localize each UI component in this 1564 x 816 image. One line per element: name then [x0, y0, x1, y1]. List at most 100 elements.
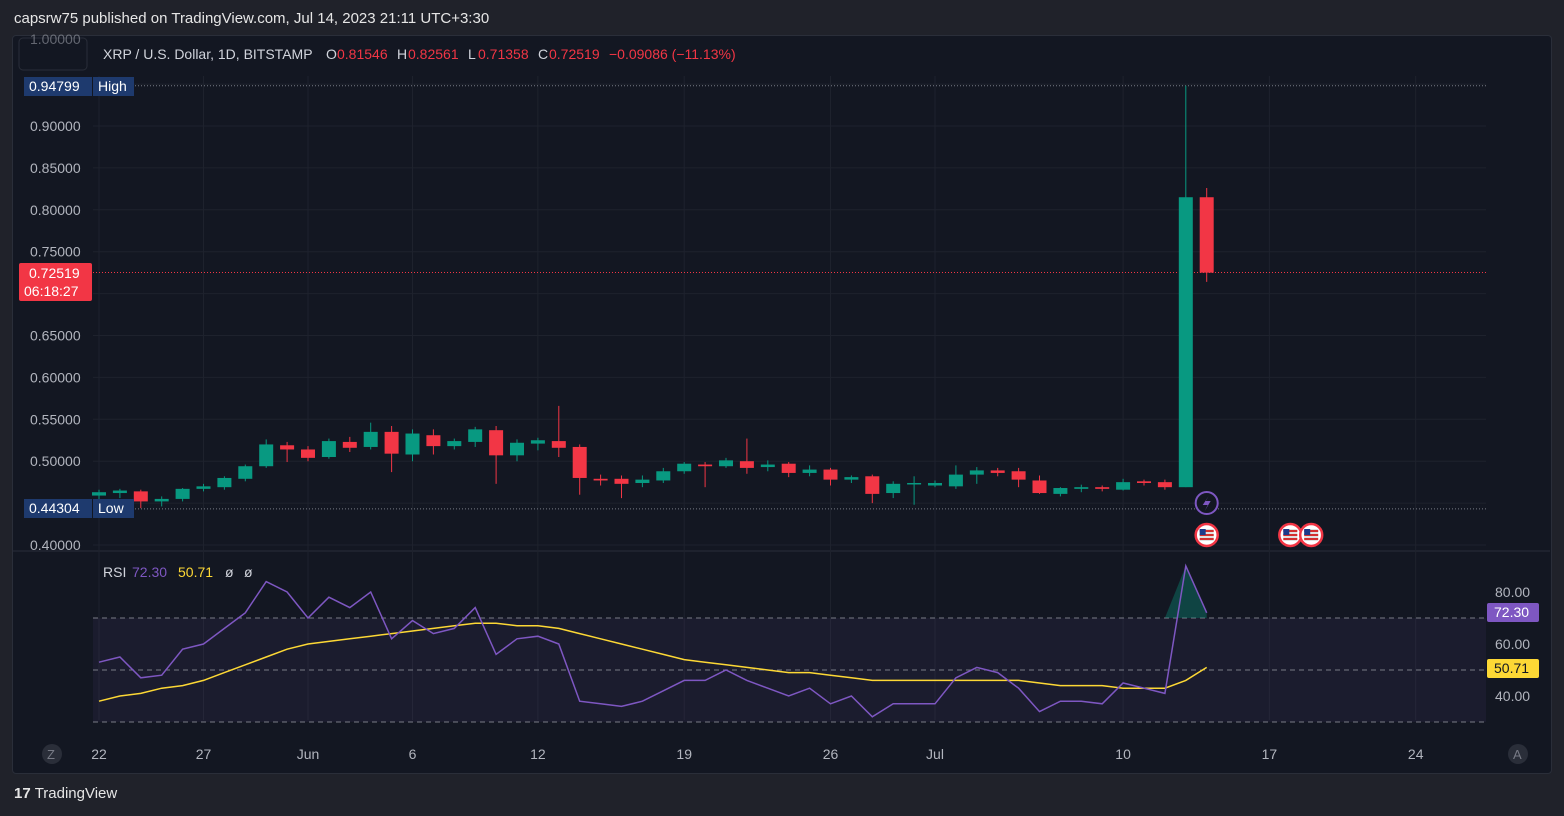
symbol-search-box[interactable] [18, 37, 88, 71]
a-button-bg[interactable] [1508, 744, 1528, 764]
legend-symbol[interactable]: XRP / U.S. Dollar, 1D, BITSTAMP [103, 46, 313, 62]
candle-body [1032, 480, 1047, 494]
time-tick-label: 10 [1115, 746, 1131, 762]
candle-body [426, 435, 441, 447]
rsi-value-tag [1487, 603, 1539, 622]
legend-open-value: 0.81546 [337, 46, 388, 62]
rsi-tick-label: 80.00 [1495, 584, 1530, 600]
price-tick-label: 0.75000 [30, 244, 81, 260]
legend-close-value: 0.72519 [549, 46, 600, 62]
candle-body [112, 490, 127, 494]
clipped-top-price: 1.00000 [30, 31, 81, 47]
rsi-ma-line [98, 622, 1208, 702]
candle-body [865, 476, 880, 494]
flag-stripe-icon [1283, 534, 1298, 536]
tradingview-brand-text: TradingView [34, 785, 118, 802]
candle-body [280, 445, 295, 450]
candle-body [1178, 197, 1193, 488]
rsi-overbought-fill [1164, 566, 1207, 618]
tradingview-brand[interactable]: 17 TradingView [14, 785, 117, 802]
candle-body [259, 444, 274, 467]
chart-marks: 0.40000 0.50000 0.55000 0.60000 0.65000 0.750… [30, 118, 1530, 762]
legend-high-value: 0.82561 [408, 46, 459, 62]
legend-low-label: L [468, 46, 476, 62]
candle-body [1157, 482, 1172, 488]
candle-body [175, 488, 190, 499]
price-tick-label: 0.40000 [30, 537, 81, 553]
candle-body [530, 440, 545, 444]
price-tick-label: 0.55000 [30, 411, 81, 427]
flag-stripe-icon [1199, 538, 1214, 540]
high-label-tag [93, 77, 134, 96]
candle-body [635, 479, 650, 483]
candle-body [928, 482, 942, 486]
price-tick-label: 0.65000 [30, 328, 81, 344]
rsi-ma-tag-text: 50.71 [1494, 660, 1529, 676]
candle-body [823, 469, 838, 480]
rsi-empty-1: ø [225, 564, 234, 580]
candle-body [656, 471, 671, 481]
candle-body [510, 442, 524, 456]
candle-body [1095, 487, 1110, 489]
flag-stripe-icon [1304, 534, 1319, 536]
candle-body [614, 478, 629, 484]
candle-body [154, 498, 169, 502]
flag-stripe-icon [1304, 530, 1319, 532]
candle-body [719, 460, 733, 467]
candle-body [1011, 471, 1026, 480]
flag-canton-icon [1199, 529, 1206, 535]
low-label-text: Low [98, 500, 125, 516]
price-tick-label: 0.50000 [30, 453, 81, 469]
candle-body [1199, 197, 1214, 273]
candle-body [907, 482, 922, 485]
rsi-ma-tag [1487, 659, 1539, 678]
legend-close-label: C [538, 46, 548, 62]
rsi-ma-value: 50.71 [178, 564, 213, 580]
tradingview-logo-icon: 17 [14, 785, 31, 802]
candle-body [342, 441, 357, 448]
time-tick-label: Jun [297, 746, 320, 762]
rsi-label[interactable]: RSI [103, 564, 126, 580]
candle-body [969, 470, 984, 475]
candle-body [948, 474, 963, 487]
flag-canton-icon [1304, 529, 1311, 535]
candle-body [384, 431, 399, 454]
z-button[interactable]: Z [47, 747, 55, 762]
candle-body [1053, 488, 1068, 494]
legend-change: −0.09086 (−11.13%) [609, 46, 736, 62]
candle-body [196, 486, 211, 489]
candle-body [301, 449, 315, 458]
price-tick-label: 0.80000 [30, 202, 81, 218]
candle-body [133, 491, 148, 502]
low-price-tag [24, 499, 92, 518]
candle-body [1137, 481, 1151, 483]
time-tick-label: 19 [676, 746, 692, 762]
candle-body [405, 433, 420, 455]
price-tick-label: 0.90000 [30, 118, 81, 134]
flag-stripe-icon [1283, 538, 1298, 540]
rsi-empty-2: ø [244, 564, 253, 580]
bar-countdown: 06:18:27 [24, 283, 79, 299]
time-tick-label: 6 [409, 746, 417, 762]
candle-body [468, 429, 483, 442]
candle-body [739, 461, 754, 468]
grid-lines [12, 76, 1550, 720]
high-price-tag [24, 77, 92, 96]
candle-body [321, 441, 336, 458]
rsi-tick-label: 60.00 [1495, 636, 1530, 652]
candle-body [886, 483, 901, 494]
rsi-tick-label: 40.00 [1495, 688, 1530, 704]
time-tick-label: 26 [823, 746, 839, 762]
candle-body [92, 492, 106, 496]
z-button-bg[interactable] [42, 744, 62, 764]
flag-stripe-icon [1199, 534, 1214, 536]
time-tick-label: 12 [530, 746, 546, 762]
candle-body [1074, 487, 1089, 489]
current-price-value: 0.72519 [29, 265, 80, 281]
candle-body [489, 430, 504, 456]
candle-body [572, 446, 587, 478]
chart-frame[interactable] [12, 35, 1552, 774]
a-button[interactable]: A [1513, 747, 1522, 762]
time-tick-label: Jul [926, 746, 944, 762]
